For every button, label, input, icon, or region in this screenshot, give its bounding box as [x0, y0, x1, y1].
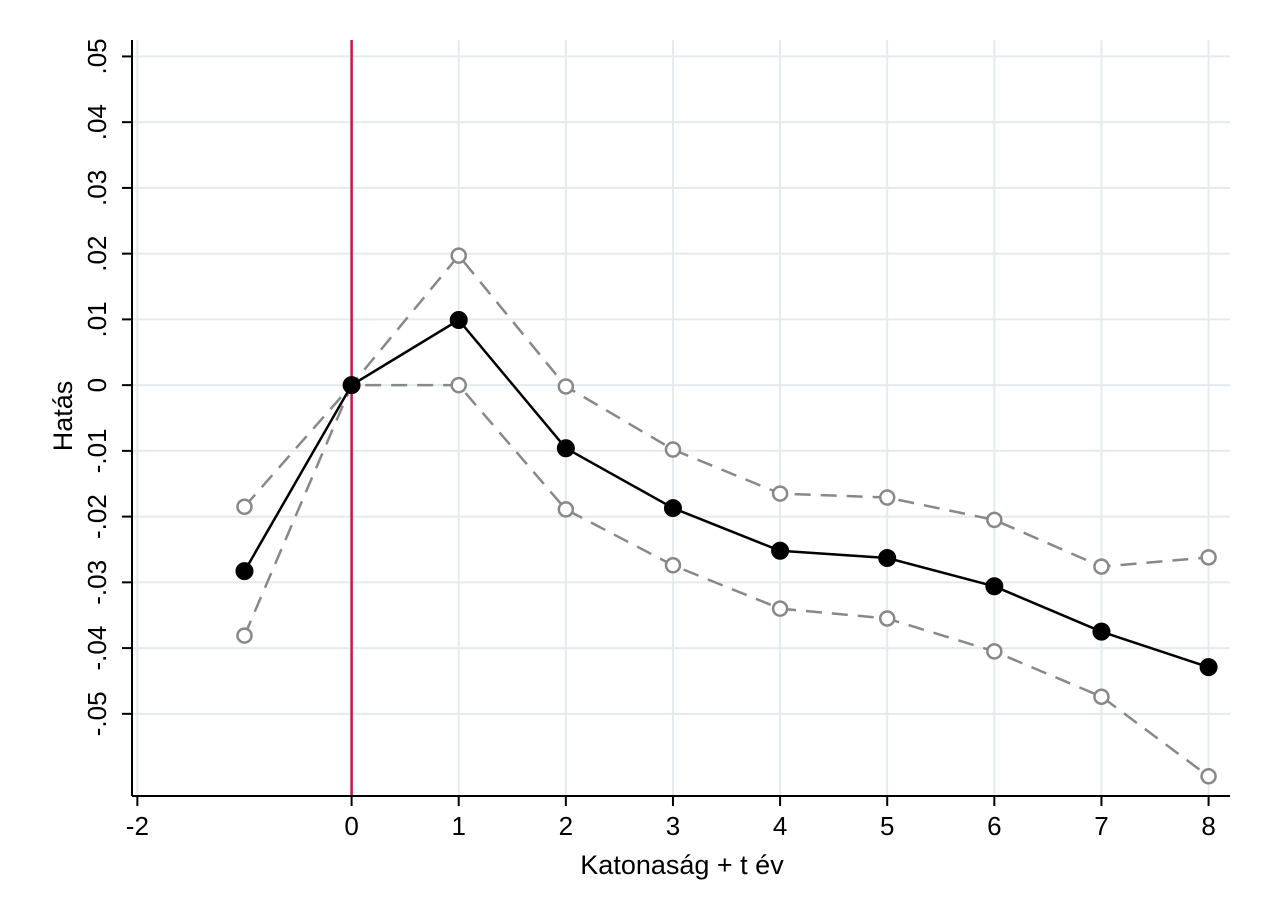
point-lower-bound-8	[1094, 690, 1108, 704]
point-lower-bound-7	[987, 644, 1001, 658]
y-tick-label-8: .03	[82, 170, 112, 206]
y-tick-label-7: .02	[82, 236, 112, 272]
y-tick-label-5: 0	[82, 378, 112, 392]
x-tick-label-0: -2	[126, 811, 149, 841]
y-tick-label-9: .04	[82, 104, 112, 140]
x-tick-label-2: 1	[451, 811, 465, 841]
y-tick-label-4: -.01	[82, 428, 112, 473]
point-estimate-0	[236, 563, 253, 580]
point-upper-bound-3	[559, 379, 573, 393]
point-upper-bound-2	[452, 249, 466, 263]
point-lower-bound-5	[773, 602, 787, 616]
point-lower-bound-9	[1202, 769, 1216, 783]
x-tick-label-3: 2	[559, 811, 573, 841]
y-tick-label-3: -.02	[82, 494, 112, 539]
y-tick-label-2: -.03	[82, 560, 112, 605]
point-lower-bound-2	[452, 378, 466, 392]
point-upper-bound-9	[1202, 550, 1216, 564]
y-axis-title: Hatás	[48, 381, 78, 452]
point-estimate-9	[1200, 659, 1217, 676]
point-estimate-1	[343, 377, 360, 394]
point-upper-bound-8	[1094, 560, 1108, 574]
x-tick-label-8: 7	[1094, 811, 1108, 841]
point-lower-bound-3	[559, 502, 573, 516]
x-tick-label-4: 3	[666, 811, 680, 841]
point-estimate-5	[772, 542, 789, 559]
point-estimate-4	[664, 500, 681, 517]
point-upper-bound-0	[237, 500, 251, 514]
point-estimate-8	[1093, 623, 1110, 640]
y-tick-label-6: .01	[82, 301, 112, 337]
point-upper-bound-6	[880, 491, 894, 505]
point-estimate-6	[879, 550, 896, 567]
y-tick-label-1: -.04	[82, 626, 112, 671]
x-tick-label-7: 6	[987, 811, 1001, 841]
x-tick-label-9: 8	[1201, 811, 1215, 841]
x-tick-label-5: 4	[773, 811, 787, 841]
y-tick-label-10: .05	[82, 38, 112, 74]
point-upper-bound-5	[773, 487, 787, 501]
point-lower-bound-6	[880, 612, 894, 626]
x-axis-title: Katonaság + t év	[580, 850, 784, 880]
x-tick-label-1: 0	[344, 811, 358, 841]
point-upper-bound-7	[987, 513, 1001, 527]
x-tick-label-6: 5	[880, 811, 894, 841]
point-lower-bound-0	[237, 629, 251, 643]
y-tick-label-0: -.05	[82, 691, 112, 736]
point-upper-bound-4	[666, 443, 680, 457]
point-lower-bound-4	[666, 558, 680, 572]
point-estimate-3	[557, 440, 574, 457]
point-estimate-2	[450, 312, 467, 329]
point-estimate-7	[986, 578, 1003, 595]
